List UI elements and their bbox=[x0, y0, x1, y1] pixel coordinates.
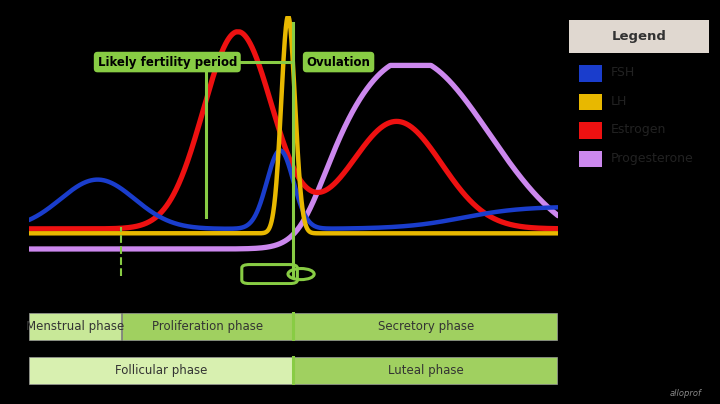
FancyBboxPatch shape bbox=[579, 122, 603, 139]
FancyBboxPatch shape bbox=[579, 65, 603, 82]
FancyBboxPatch shape bbox=[579, 94, 603, 110]
Text: Legend: Legend bbox=[611, 30, 667, 43]
FancyBboxPatch shape bbox=[30, 358, 293, 384]
Text: FSH: FSH bbox=[611, 66, 635, 79]
Text: Luteal phase: Luteal phase bbox=[388, 364, 464, 377]
Text: Progesterone: Progesterone bbox=[611, 152, 693, 165]
Text: Estrogen: Estrogen bbox=[611, 123, 666, 136]
FancyBboxPatch shape bbox=[294, 314, 557, 340]
FancyBboxPatch shape bbox=[122, 314, 293, 340]
Text: Likely fertility period: Likely fertility period bbox=[98, 56, 237, 69]
Text: Secretory phase: Secretory phase bbox=[377, 320, 474, 333]
Text: Proliferation phase: Proliferation phase bbox=[152, 320, 263, 333]
Text: Ovulation: Ovulation bbox=[307, 56, 371, 69]
Text: alloprof: alloprof bbox=[670, 389, 702, 398]
FancyBboxPatch shape bbox=[30, 314, 121, 340]
FancyBboxPatch shape bbox=[569, 20, 709, 53]
Text: LH: LH bbox=[611, 95, 627, 108]
Text: Menstrual phase: Menstrual phase bbox=[26, 320, 125, 333]
Text: Follicular phase: Follicular phase bbox=[115, 364, 207, 377]
FancyBboxPatch shape bbox=[294, 358, 557, 384]
FancyBboxPatch shape bbox=[579, 151, 603, 167]
